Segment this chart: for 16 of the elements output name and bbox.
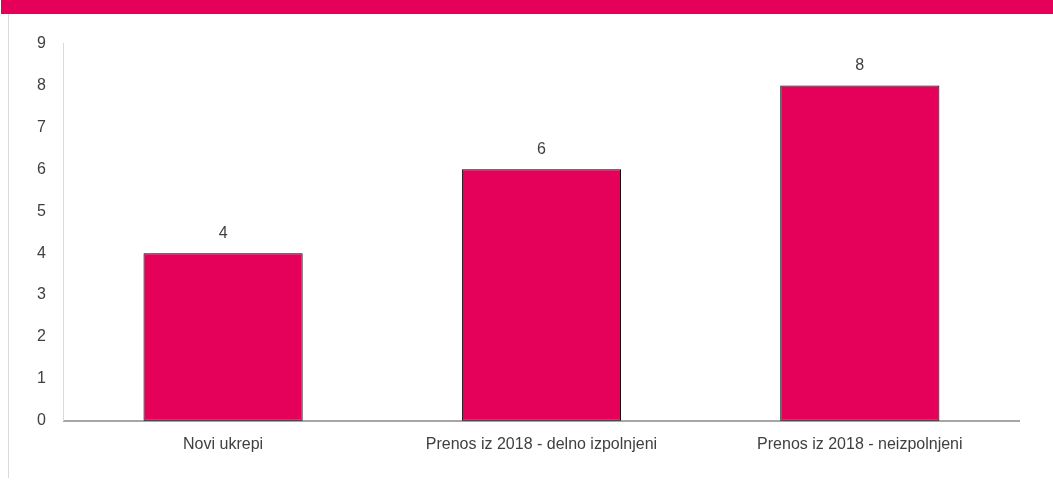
y-tick-label: 8 xyxy=(36,75,46,93)
data-label: 4 xyxy=(218,223,228,241)
y-tick-label: 1 xyxy=(36,369,46,387)
data-label: 6 xyxy=(537,139,546,157)
x-tick-label: Novi ukrepi xyxy=(183,434,264,452)
y-tick-label: 9 xyxy=(36,34,46,52)
y-tick-label: 6 xyxy=(36,159,46,177)
x-tick-label: Prenos iz 2018 - neizpolnjeni xyxy=(757,434,963,452)
y-tick-label: 5 xyxy=(36,201,46,219)
y-tick-label: 0 xyxy=(36,411,46,429)
y-tick-label: 4 xyxy=(36,243,46,261)
y-tick-label: 7 xyxy=(36,117,46,135)
data-label: 8 xyxy=(855,55,865,73)
y-tick-label: 3 xyxy=(36,285,46,303)
x-tick-label: Prenos iz 2018 - delno izpolnjeni xyxy=(425,434,658,452)
y-tick-label: 2 xyxy=(36,327,46,345)
